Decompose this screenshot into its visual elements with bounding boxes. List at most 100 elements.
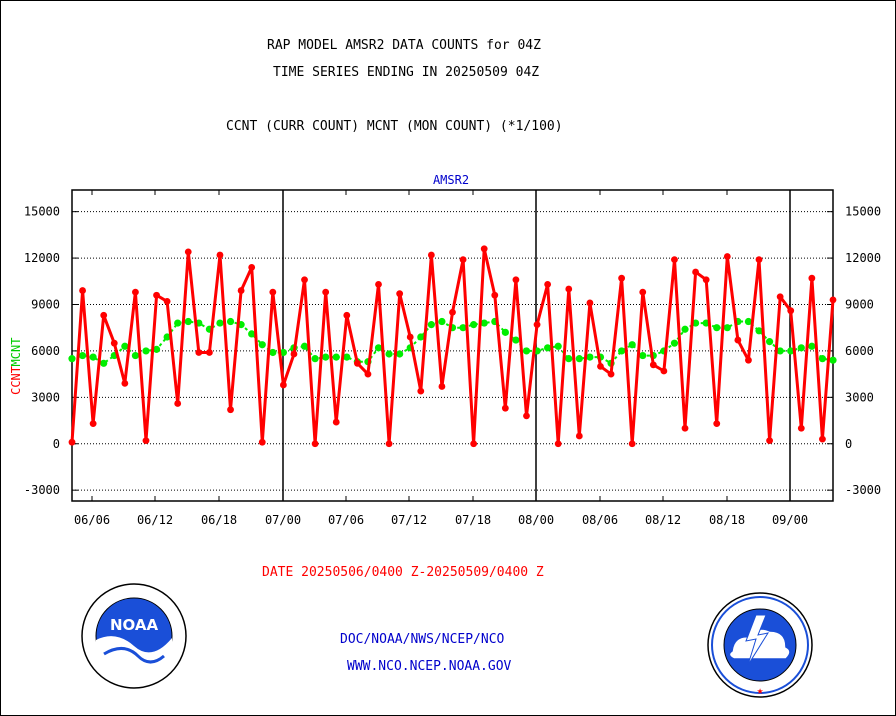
data-point-ccnt bbox=[671, 256, 678, 264]
data-point-mcnt bbox=[89, 353, 97, 361]
x-tick-label: 07/06 bbox=[328, 513, 364, 527]
grid-lines bbox=[72, 190, 833, 501]
data-point-mcnt bbox=[374, 344, 383, 352]
data-point-mcnt bbox=[470, 321, 478, 329]
plot-frame bbox=[71, 189, 834, 502]
data-point-ccnt bbox=[163, 298, 171, 305]
data-point-mcnt bbox=[322, 353, 330, 361]
data-point-ccnt bbox=[618, 274, 626, 282]
data-point-ccnt bbox=[248, 263, 256, 271]
data-point-ccnt bbox=[132, 288, 139, 296]
data-point-ccnt bbox=[279, 381, 287, 389]
data-point-mcnt bbox=[100, 359, 108, 367]
data-point-mcnt bbox=[174, 319, 182, 327]
data-point-ccnt bbox=[586, 299, 594, 307]
credit-line-2: WWW.NCO.NCEP.NOAA.GOV bbox=[347, 659, 512, 674]
y-tick-label-left: 0 bbox=[53, 437, 60, 451]
data-point-ccnt bbox=[755, 256, 763, 264]
data-point-ccnt bbox=[491, 291, 499, 299]
data-point-mcnt bbox=[808, 342, 816, 350]
y-axis-label-ccnt: CCNT bbox=[9, 366, 23, 395]
data-point-ccnt bbox=[734, 336, 742, 344]
data-point-mcnt bbox=[480, 319, 488, 327]
data-point-ccnt bbox=[385, 440, 393, 448]
data-point-mcnt bbox=[269, 348, 277, 357]
data-point-ccnt bbox=[533, 321, 541, 329]
data-point-ccnt bbox=[311, 440, 319, 448]
data-point-mcnt bbox=[459, 324, 467, 332]
data-point-mcnt bbox=[417, 333, 425, 341]
series-line-ccnt bbox=[70, 247, 835, 446]
data-point-ccnt bbox=[797, 424, 805, 432]
data-point-ccnt bbox=[512, 276, 520, 284]
data-point-mcnt bbox=[818, 355, 827, 363]
data-point-ccnt bbox=[153, 291, 160, 299]
data-point-ccnt bbox=[206, 349, 213, 356]
data-point-mcnt bbox=[152, 345, 161, 353]
data-point-mcnt bbox=[765, 338, 774, 346]
data-point-ccnt bbox=[745, 356, 752, 364]
data-point-ccnt bbox=[195, 349, 203, 356]
data-point-ccnt bbox=[681, 424, 689, 432]
x-tick-label: 06/06 bbox=[74, 513, 110, 527]
data-point-ccnt bbox=[301, 276, 308, 284]
data-point-ccnt bbox=[142, 437, 150, 445]
data-point-ccnt bbox=[565, 285, 573, 293]
data-series bbox=[68, 245, 837, 448]
data-point-mcnt bbox=[216, 319, 224, 327]
data-point-ccnt bbox=[258, 438, 266, 446]
data-point-mcnt bbox=[121, 342, 129, 350]
chart-title-line-2: TIME SERIES ENDING IN 20250509 04Z bbox=[273, 65, 540, 80]
data-point-mcnt bbox=[279, 348, 287, 357]
y-tick-label-left: 9000 bbox=[31, 297, 60, 311]
chart-title-line-1: RAP MODEL AMSR2 DATA COUNTS for 04Z bbox=[267, 38, 541, 53]
data-point-ccnt bbox=[79, 287, 86, 294]
data-point-mcnt bbox=[248, 330, 256, 338]
data-point-ccnt bbox=[184, 248, 192, 256]
nws-logo: ★ bbox=[707, 592, 813, 698]
y-tick-label-right: -3000 bbox=[845, 483, 881, 497]
x-tick-label: 08/18 bbox=[709, 513, 745, 527]
data-point-ccnt bbox=[89, 420, 97, 428]
x-tick-label: 07/00 bbox=[265, 513, 301, 527]
data-point-ccnt bbox=[396, 290, 404, 298]
data-point-mcnt bbox=[723, 324, 731, 332]
data-point-mcnt bbox=[681, 325, 689, 333]
data-point-ccnt bbox=[639, 288, 647, 296]
data-point-ccnt bbox=[776, 293, 784, 301]
data-point-ccnt bbox=[227, 406, 234, 414]
data-point-mcnt bbox=[68, 355, 76, 363]
data-point-mcnt bbox=[713, 324, 721, 332]
data-point-ccnt bbox=[121, 380, 129, 387]
data-point-ccnt bbox=[332, 418, 340, 426]
data-point-ccnt bbox=[480, 245, 488, 253]
data-point-mcnt bbox=[575, 355, 583, 363]
data-point-mcnt bbox=[142, 347, 150, 355]
data-point-ccnt bbox=[322, 288, 330, 296]
data-point-mcnt bbox=[628, 341, 636, 349]
y-tick-label-right: 9000 bbox=[845, 297, 874, 311]
x-tick-label: 08/12 bbox=[645, 513, 681, 527]
data-point-mcnt bbox=[691, 319, 700, 327]
data-point-ccnt bbox=[417, 387, 425, 395]
data-point-mcnt bbox=[343, 353, 351, 361]
data-point-mcnt bbox=[787, 347, 795, 355]
data-point-ccnt bbox=[343, 311, 351, 319]
data-point-mcnt bbox=[618, 347, 626, 355]
data-point-mcnt bbox=[163, 333, 171, 341]
data-point-ccnt bbox=[406, 333, 414, 341]
data-point-ccnt bbox=[100, 311, 108, 319]
data-point-mcnt bbox=[776, 347, 784, 355]
data-point-ccnt bbox=[692, 268, 699, 276]
data-point-ccnt bbox=[110, 339, 118, 347]
data-point-ccnt bbox=[787, 307, 795, 315]
data-point-mcnt bbox=[131, 351, 140, 360]
x-tick-label: 07/18 bbox=[455, 513, 491, 527]
y-tick-label-right: 6000 bbox=[845, 344, 874, 358]
noaa-logo-label: NOAA bbox=[110, 616, 159, 634]
data-point-ccnt bbox=[501, 404, 509, 412]
data-point-ccnt bbox=[68, 438, 76, 446]
data-point-mcnt bbox=[258, 341, 266, 349]
y-tick-label-left: 6000 bbox=[31, 344, 60, 358]
data-point-mcnt bbox=[427, 321, 435, 329]
